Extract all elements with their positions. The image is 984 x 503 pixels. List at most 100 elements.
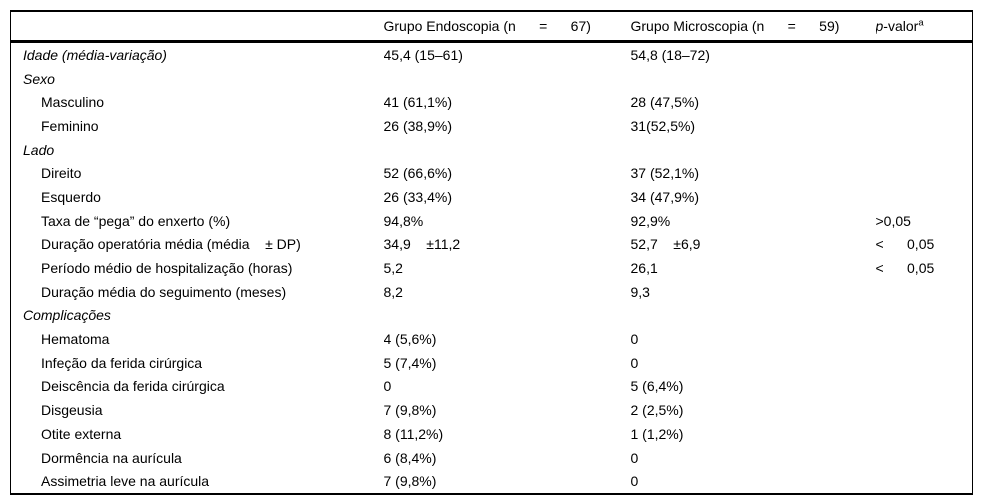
endoscopy-group-value: 34,9 ±11,2 xyxy=(383,236,461,253)
row-label: Duração média do seguimento (meses) xyxy=(41,283,287,300)
row-label: Lado xyxy=(23,141,55,158)
table-row: Complicações xyxy=(11,304,973,328)
microscopy-group-value xyxy=(631,304,876,328)
p-value: >0,05 xyxy=(875,212,911,229)
microscopy-group-value: 0 xyxy=(630,354,639,371)
row-label: Masculino xyxy=(41,94,105,111)
row-label: Período médio de hospitalização (horas) xyxy=(41,260,293,277)
row-label: Dormência na aurícula xyxy=(41,449,182,466)
p-value xyxy=(876,351,973,375)
microscopy-group-value: 31(52,5%) xyxy=(630,117,696,134)
p-value xyxy=(876,398,973,422)
table-row: Período médio de hospitalização (horas) 5… xyxy=(11,256,973,280)
table-row: Duração média do seguimento (meses) 8,2 9,… xyxy=(11,280,973,304)
p-value xyxy=(876,161,973,185)
table-row: Deiscência da ferida cirúrgica 0 5 (6,4%) xyxy=(11,375,973,399)
p-value xyxy=(876,67,973,91)
row-label: Feminino xyxy=(41,117,99,134)
microscopy-group-value: 54,8 (18–72) xyxy=(630,46,710,63)
endoscopy-group-value: 4 (5,6%) xyxy=(383,331,437,348)
endoscopy-group-value: 5,2 xyxy=(383,260,403,277)
table-row: Masculino 41 (61,1%) 28 (47,5%) xyxy=(11,90,973,114)
table-row: Feminino 26 (38,9%) 31(52,5%) xyxy=(11,114,973,138)
row-label: Sexo xyxy=(23,70,55,87)
row-label: Deiscência da ferida cirúrgica xyxy=(41,378,225,395)
microscopy-group-value: 5 (6,4%) xyxy=(630,378,684,395)
p-value xyxy=(876,469,973,494)
p-value: < 0,05 xyxy=(875,236,935,253)
table-row: Sexo xyxy=(11,67,973,91)
endoscopy-group-value: 7 (9,8%) xyxy=(383,402,437,419)
header-row: Grupo Endoscopia (n = 67) Grupo Microsco… xyxy=(10,11,973,43)
p-value-header-italic-p: p xyxy=(875,18,884,34)
microscopy-group-value xyxy=(631,138,876,162)
table-row: Duração operatória média (média ± DP) 34,… xyxy=(11,233,973,257)
p-value xyxy=(876,280,973,304)
microscopy-group-value: 1 (1,2%) xyxy=(630,425,684,442)
endoscopy-group-value: 5 (7,4%) xyxy=(383,354,437,371)
table-row: Dormência na aurícula 6 (8,4%) 0 xyxy=(11,446,973,470)
row-label: Esquerdo xyxy=(41,188,101,205)
table-row: Disgeusia 7 (9,8%) 2 (2,5%) xyxy=(11,398,973,422)
endoscopy-group-value: 8 (11,2%) xyxy=(383,425,444,442)
p-value xyxy=(876,42,973,67)
endoscopy-group-value xyxy=(384,304,631,328)
row-label: Assimetria leve na aurícula xyxy=(41,473,210,490)
row-label: Duração operatória média (média ± DP) xyxy=(41,236,301,253)
table-body: Idade (média-variação) 45,4 (15–61) 54,8 (… xyxy=(11,42,973,495)
table-header: Grupo Endoscopia (n = 67) Grupo Microsco… xyxy=(10,11,973,43)
table-row: Esquerdo 26 (33,4%) 34 (47,9%) xyxy=(11,185,973,209)
row-label: Idade (média-variação) xyxy=(23,46,167,63)
p-value xyxy=(876,375,973,399)
endoscopy-group-value: 26 (33,4%) xyxy=(383,188,452,205)
microscopy-group-value: 0 xyxy=(630,449,639,466)
p-value xyxy=(876,185,973,209)
endoscopy-group-value: 8,2 xyxy=(383,283,403,300)
column-header-endoscopy-group: Grupo Endoscopia (n = 67) xyxy=(383,11,631,43)
endoscopy-group-value xyxy=(384,67,631,91)
p-value xyxy=(876,446,973,470)
table-row: Taxa de “pega” do enxerto (%) 94,8% 92,9% >… xyxy=(11,209,973,233)
footnote-marker: a xyxy=(918,17,924,29)
microscopy-group-value: 0 xyxy=(630,473,639,490)
table-row: Otite externa 8 (11,2%) 1 (1,2%) xyxy=(11,422,973,446)
endoscopy-group-value: 94,8% xyxy=(383,212,424,229)
microscopy-group-value: 26,1 xyxy=(630,260,658,277)
column-header-p-value: p-valora xyxy=(875,11,973,43)
microscopy-group-value: 0 xyxy=(630,331,639,348)
endoscopy-group-value: 0 xyxy=(383,378,392,395)
row-label: Otite externa xyxy=(41,425,122,442)
row-label: Direito xyxy=(41,165,82,182)
microscopy-group-value: 28 (47,5%) xyxy=(630,94,699,111)
p-value xyxy=(876,304,973,328)
table-row: Idade (média-variação) 45,4 (15–61) 54,8 (… xyxy=(11,42,973,67)
p-value xyxy=(876,422,973,446)
microscopy-group-value: 9,3 xyxy=(630,283,650,300)
column-header-parameter xyxy=(10,11,384,43)
p-value xyxy=(876,114,973,138)
p-value: < 0,05 xyxy=(875,260,935,277)
endoscopy-group-value: 41 (61,1%) xyxy=(383,94,452,111)
row-label: Hematoma xyxy=(41,331,110,348)
row-label: Disgeusia xyxy=(41,402,103,419)
table-row: Lado xyxy=(11,138,973,162)
p-value-header-text: -valor xyxy=(883,18,919,34)
endoscopy-group-value: 7 (9,8%) xyxy=(383,473,437,490)
microscopy-group-value: 2 (2,5%) xyxy=(630,402,684,419)
p-value xyxy=(876,90,973,114)
table-row: Assimetria leve na aurícula 7 (9,8%) 0 xyxy=(11,469,973,494)
p-value xyxy=(876,138,973,162)
row-label: Taxa de “pega” do enxerto (%) xyxy=(41,212,231,229)
table-row: Infeção da ferida cirúrgica 5 (7,4%) 0 xyxy=(11,351,973,375)
row-label: Complicações xyxy=(23,307,111,324)
microscopy-group-value xyxy=(631,67,876,91)
table-row: Hematoma 4 (5,6%) 0 xyxy=(11,327,973,351)
microscopy-group-value: 34 (47,9%) xyxy=(630,188,699,205)
endoscopy-group-value: 26 (38,9%) xyxy=(383,117,452,134)
microscopy-group-value: 92,9% xyxy=(630,212,671,229)
endoscopy-group-value: 6 (8,4%) xyxy=(383,449,437,466)
p-value xyxy=(876,327,973,351)
results-table: Grupo Endoscopia (n = 67) Grupo Microsco… xyxy=(10,10,973,496)
column-header-microscopy-group: Grupo Microscopia (n = 59) xyxy=(630,11,876,43)
